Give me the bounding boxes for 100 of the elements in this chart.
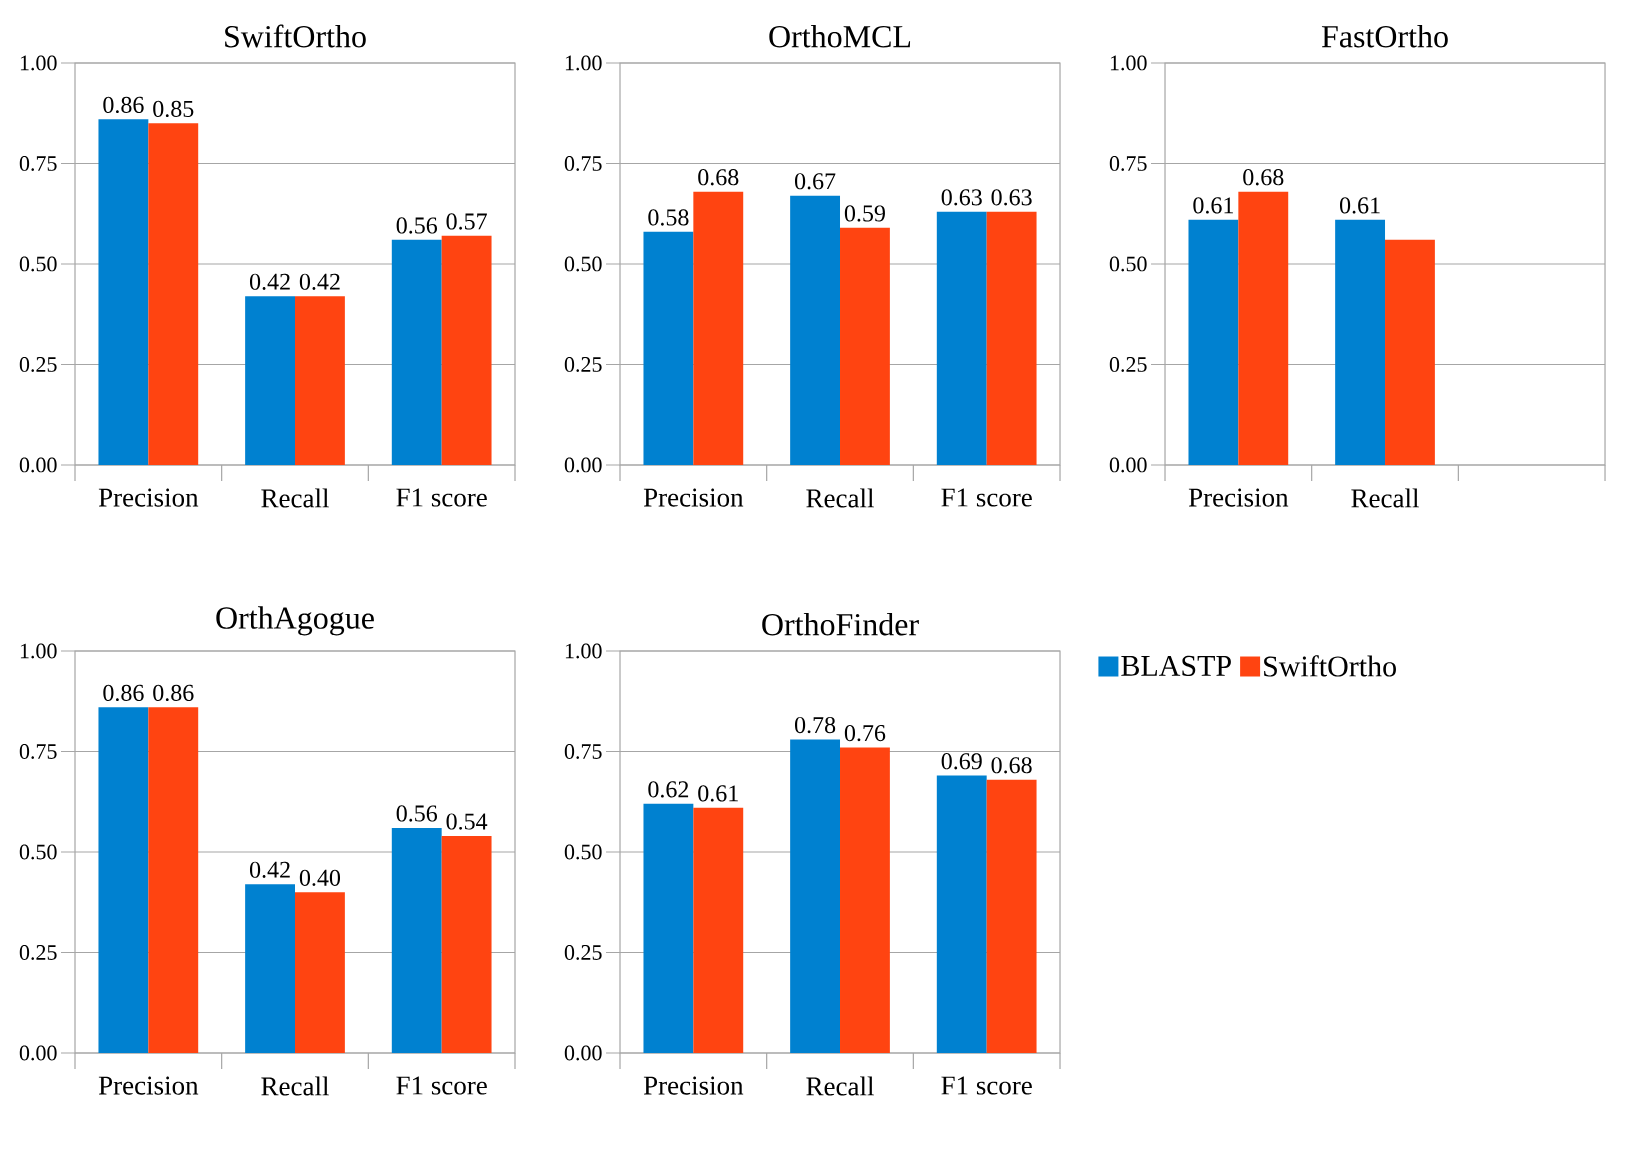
x-tick-label: Precision (643, 488, 744, 507)
x-tick-label: Recall (261, 1076, 329, 1096)
chart-title: OrthAgogue (216, 606, 374, 636)
x-tick-label: Recall (806, 488, 874, 508)
y-tick-label: 0.50 (19, 256, 57, 272)
chart-title: SwiftOrtho (225, 24, 366, 48)
bar (986, 211, 1037, 465)
y-tick-label: 0.25 (19, 357, 57, 372)
data-label: 0.57 (446, 213, 487, 230)
bar (1188, 219, 1239, 465)
data-label: 0.86 (103, 96, 144, 114)
data-label: 0.69 (941, 753, 982, 770)
x-tick-label: Recall (806, 1076, 874, 1096)
data-label: 0.68 (698, 169, 739, 186)
legend-label: SwiftOrtho (1264, 655, 1396, 677)
y-tick-label: 0.00 (19, 457, 57, 473)
x-tick-label: Precision (1188, 488, 1289, 507)
data-label: 0.68 (991, 757, 1032, 774)
bar (790, 195, 841, 465)
data-label: 0.85 (153, 100, 194, 118)
data-label: 0.86 (153, 684, 194, 702)
y-tick-label: 1.00 (20, 643, 57, 659)
x-tick-label: Precision (98, 1076, 199, 1095)
data-label: 0.68 (1243, 169, 1284, 186)
data-label: 0.40 (299, 869, 341, 886)
y-tick-label: 0.25 (564, 945, 602, 960)
y-tick-label: 0.25 (564, 357, 602, 372)
x-tick-label: Recall (1351, 488, 1419, 508)
data-label: 0.86 (103, 684, 144, 702)
bar (98, 119, 149, 465)
bar (391, 827, 442, 1053)
x-tick-label: F1 score (396, 488, 487, 507)
data-label: 0.56 (396, 217, 438, 234)
x-tick-label: Precision (98, 488, 199, 507)
y-tick-label: 0.00 (564, 457, 602, 473)
y-tick-label: 0.25 (19, 945, 57, 960)
data-label: 0.58 (648, 209, 689, 226)
y-tick-label: 0.50 (19, 844, 57, 860)
data-label: 0.56 (396, 805, 438, 822)
data-label: 0.42 (249, 861, 290, 878)
data-label: 0.78 (794, 716, 836, 734)
data-label: 0.59 (844, 205, 885, 222)
bar (441, 235, 492, 465)
bar (245, 296, 295, 465)
y-tick-label: 1.00 (565, 643, 602, 659)
y-tick-label: 0.50 (1109, 256, 1147, 272)
data-label: 0.76 (844, 724, 886, 742)
data-label: 0.61 (698, 785, 738, 802)
bar (790, 739, 841, 1053)
y-tick-label: 1.00 (1110, 55, 1147, 71)
chart-title: OrthoFinder (762, 612, 919, 636)
x-tick-label: F1 score (396, 1076, 487, 1095)
data-label: 0.61 (1339, 197, 1380, 214)
y-tick-label: 0.75 (564, 744, 602, 759)
x-tick-label: Recall (261, 488, 329, 508)
y-tick-label: 0.75 (1109, 156, 1147, 171)
bar (936, 211, 987, 465)
bar (1238, 191, 1289, 465)
y-tick-label: 0.00 (19, 1045, 57, 1061)
legend-label: BLASTP (1121, 655, 1231, 676)
bar (245, 884, 295, 1053)
bar (643, 231, 694, 465)
data-label: 0.61 (1193, 197, 1233, 214)
y-tick-label: 0.75 (564, 156, 602, 171)
y-tick-label: 0.25 (1109, 357, 1147, 372)
y-tick-label: 0.00 (564, 1045, 602, 1061)
bar (643, 803, 694, 1053)
bar (840, 227, 890, 465)
x-tick-label: Precision (643, 1076, 744, 1095)
bar (295, 296, 345, 465)
chart-title: FastOrtho (1321, 24, 1448, 48)
bar (148, 707, 199, 1053)
bar (148, 123, 199, 465)
y-tick-label: 0.50 (564, 256, 602, 272)
bar (391, 239, 442, 465)
data-label: 0.63 (941, 189, 982, 206)
bar (295, 892, 345, 1053)
bar (693, 191, 744, 465)
data-label: 0.67 (794, 173, 836, 190)
y-tick-label: 0.00 (1109, 457, 1147, 473)
bar (1335, 219, 1386, 465)
y-tick-label: 1.00 (565, 55, 602, 71)
bar (936, 775, 987, 1053)
data-label: 0.62 (648, 781, 689, 798)
data-label: 0.42 (249, 273, 290, 290)
chart-title: OrthoMCL (769, 24, 911, 48)
x-tick-label: F1 score (941, 1076, 1032, 1095)
y-tick-label: 1.00 (20, 55, 57, 71)
data-label: 0.54 (446, 813, 488, 830)
y-tick-label: 0.75 (19, 156, 57, 171)
bar (986, 779, 1037, 1053)
data-label: 0.42 (299, 273, 340, 290)
bar (693, 807, 744, 1053)
x-tick-label: F1 score (941, 488, 1032, 507)
data-label: 0.63 (991, 189, 1032, 206)
bar (840, 747, 890, 1053)
bar (441, 835, 492, 1053)
bar (1385, 239, 1435, 465)
bar (98, 707, 149, 1053)
y-tick-label: 0.75 (19, 744, 57, 759)
